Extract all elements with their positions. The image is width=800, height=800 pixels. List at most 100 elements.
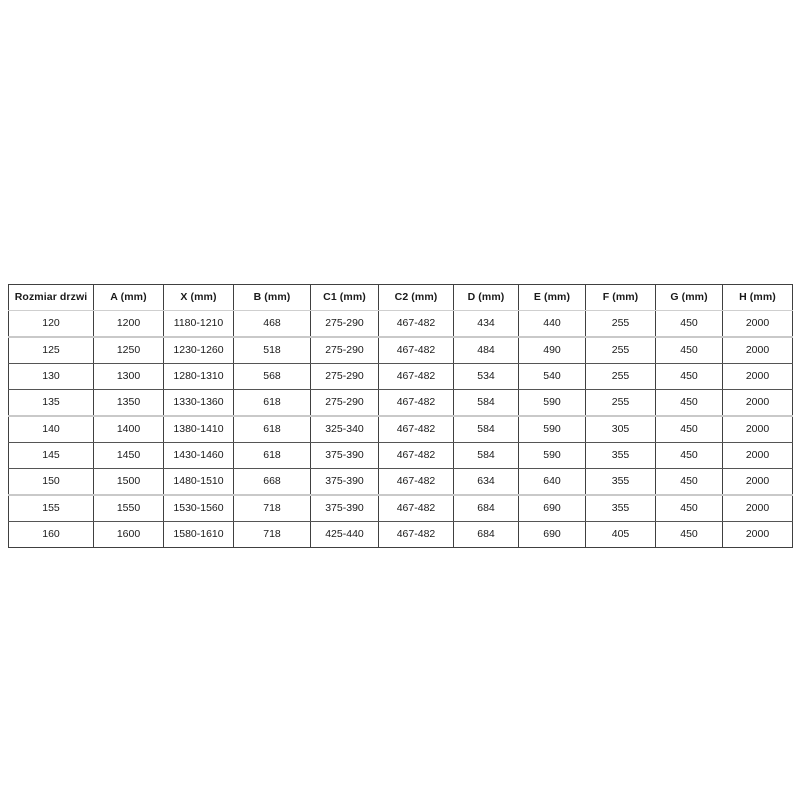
table-body: 120 1200 1180-1210 468 275-290 467-482 434 440 2… [8,310,793,548]
table-header: Rozmiar drzwi A (mm) X (mm) B (mm) C1 (mm) C2… [8,284,793,311]
cell-r3-c7: 590 [518,389,586,417]
column-header-8: F (mm) [585,284,656,311]
cell-r1-c9: 450 [655,337,723,364]
cell-r4-c7: 590 [518,416,586,443]
cell-r1-c7: 490 [518,337,586,364]
cell-r8-c1: 1600 [93,521,164,548]
cell-r8-c5: 467-482 [378,521,454,548]
cell-r5-c7: 590 [518,442,586,469]
cell-r2-c3: 568 [233,363,311,390]
cell-r1-c1: 1250 [93,337,164,364]
cell-r7-c2: 1530-1560 [163,495,234,522]
cell-r8-c4: 425-440 [310,521,379,548]
cell-r4-c6: 584 [453,416,519,443]
cell-r7-c9: 450 [655,495,723,522]
cell-r4-c4: 325-340 [310,416,379,443]
cell-r0-c10: 2000 [722,310,793,338]
table-row: 155 1550 1530-1560 718 375-390 467-482 684 690 3… [8,495,793,522]
cell-r5-c8: 355 [585,442,656,469]
door-size-spec-table: Rozmiar drzwi A (mm) X (mm) B (mm) C1 (mm) C2… [8,284,793,548]
cell-r5-c2: 1430-1460 [163,442,234,469]
cell-r7-c8: 355 [585,495,656,522]
cell-r3-c2: 1330-1360 [163,389,234,417]
cell-r7-c10: 2000 [722,495,793,522]
table-header-row: Rozmiar drzwi A (mm) X (mm) B (mm) C1 (mm) C2… [8,284,793,311]
cell-r6-c9: 450 [655,468,723,496]
cell-r0-c3: 468 [233,310,311,338]
cell-r6-c5: 467-482 [378,468,454,496]
cell-r2-c0: 130 [8,363,94,390]
cell-r8-c8: 405 [585,521,656,548]
spec-table-container: Rozmiar drzwi A (mm) X (mm) B (mm) C1 (mm) C2… [8,284,793,548]
cell-r8-c6: 684 [453,521,519,548]
cell-r0-c0: 120 [8,310,94,338]
cell-r4-c1: 1400 [93,416,164,443]
cell-r3-c4: 275-290 [310,389,379,417]
column-header-5: C2 (mm) [378,284,454,311]
cell-r3-c5: 467-482 [378,389,454,417]
table-row: 120 1200 1180-1210 468 275-290 467-482 434 440 2… [8,310,793,338]
column-header-10: H (mm) [722,284,793,311]
cell-r3-c0: 135 [8,389,94,417]
column-header-9: G (mm) [655,284,723,311]
cell-r4-c2: 1380-1410 [163,416,234,443]
cell-r1-c4: 275-290 [310,337,379,364]
table-row: 145 1450 1430-1460 618 375-390 467-482 584 590 3… [8,442,793,469]
cell-r2-c8: 255 [585,363,656,390]
cell-r7-c0: 155 [8,495,94,522]
cell-r4-c5: 467-482 [378,416,454,443]
cell-r6-c7: 640 [518,468,586,496]
cell-r7-c1: 1550 [93,495,164,522]
cell-r2-c5: 467-482 [378,363,454,390]
cell-r7-c3: 718 [233,495,311,522]
column-header-6: D (mm) [453,284,519,311]
cell-r0-c8: 255 [585,310,656,338]
cell-r8-c3: 718 [233,521,311,548]
cell-r2-c1: 1300 [93,363,164,390]
cell-r0-c9: 450 [655,310,723,338]
cell-r4-c10: 2000 [722,416,793,443]
cell-r1-c5: 467-482 [378,337,454,364]
cell-r1-c10: 2000 [722,337,793,364]
cell-r7-c7: 690 [518,495,586,522]
cell-r1-c8: 255 [585,337,656,364]
cell-r5-c4: 375-390 [310,442,379,469]
cell-r6-c4: 375-390 [310,468,379,496]
cell-r5-c1: 1450 [93,442,164,469]
cell-r6-c6: 634 [453,468,519,496]
cell-r2-c10: 2000 [722,363,793,390]
cell-r5-c3: 618 [233,442,311,469]
cell-r7-c5: 467-482 [378,495,454,522]
cell-r5-c5: 467-482 [378,442,454,469]
cell-r4-c0: 140 [8,416,94,443]
column-header-7: E (mm) [518,284,586,311]
cell-r3-c1: 1350 [93,389,164,417]
column-header-3: B (mm) [233,284,311,311]
cell-r8-c10: 2000 [722,521,793,548]
cell-r4-c9: 450 [655,416,723,443]
cell-r6-c3: 668 [233,468,311,496]
column-header-4: C1 (mm) [310,284,379,311]
cell-r3-c6: 584 [453,389,519,417]
cell-r6-c10: 2000 [722,468,793,496]
cell-r8-c7: 690 [518,521,586,548]
cell-r7-c6: 684 [453,495,519,522]
cell-r6-c0: 150 [8,468,94,496]
cell-r6-c2: 1480-1510 [163,468,234,496]
cell-r2-c6: 534 [453,363,519,390]
cell-r5-c9: 450 [655,442,723,469]
table-row: 125 1250 1230-1260 518 275-290 467-482 484 490 2… [8,337,793,364]
cell-r2-c9: 450 [655,363,723,390]
cell-r3-c10: 2000 [722,389,793,417]
cell-r1-c6: 484 [453,337,519,364]
cell-r0-c4: 275-290 [310,310,379,338]
cell-r0-c1: 1200 [93,310,164,338]
column-header-1: A (mm) [93,284,164,311]
cell-r1-c3: 518 [233,337,311,364]
cell-r5-c6: 584 [453,442,519,469]
table-row: 160 1600 1580-1610 718 425-440 467-482 684 690 4… [8,521,793,548]
cell-r3-c9: 450 [655,389,723,417]
table-row: 140 1400 1380-1410 618 325-340 467-482 584 590 3… [8,416,793,443]
cell-r6-c8: 355 [585,468,656,496]
